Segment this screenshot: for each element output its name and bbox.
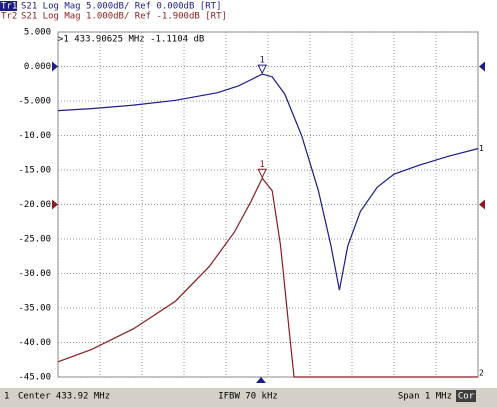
active-trace-badge [0, 1, 17, 11]
cor-label: Cor [458, 392, 475, 402]
marker-label: 1 [260, 160, 265, 170]
trace-end-label: 1 [479, 144, 484, 153]
ref-left [52, 199, 58, 210]
status-bar [0, 388, 497, 407]
ref-left [52, 61, 58, 72]
y-tick-label: -45.00 [18, 373, 51, 383]
y-tick-label: -10.00 [18, 131, 51, 141]
y-tick-label: -5.000 [18, 97, 51, 107]
marker-triangle [257, 168, 268, 179]
y-tick-label: 0.000 [24, 62, 51, 72]
trace-line [57, 177, 478, 378]
ref-right [479, 199, 485, 210]
trace-name: Tr1 [1, 2, 17, 12]
y-tick-label: -25.00 [18, 235, 51, 245]
trace-end-label: 2 [479, 369, 484, 378]
trace-description: S21 Log Mag 1.000dB/ Ref -1.900dB [RT] [21, 12, 227, 22]
y-tick-label: 5.000 [24, 28, 51, 38]
marker-triangle [257, 64, 268, 75]
y-tick-label: -40.00 [18, 338, 51, 348]
center-indicator [256, 377, 266, 383]
y-tick-label: -20.00 [18, 200, 51, 210]
trace-description: S21 Log Mag 5.000dB/ Ref 0.000dB [RT] [21, 2, 221, 12]
ref-right [479, 61, 485, 72]
cor-badge [456, 390, 476, 402]
y-tick-label: -30.00 [18, 269, 51, 279]
span: Span 1 MHz [398, 392, 452, 402]
center-frequency: Center 433.92 MHz [18, 392, 110, 402]
y-tick-label: -15.00 [18, 166, 51, 176]
y-tick-label: -35.00 [18, 304, 51, 314]
trace-name: Tr2 [1, 12, 17, 22]
marker-label: 1 [260, 56, 265, 66]
trace-line [57, 73, 479, 291]
channel-number: 1 [4, 392, 9, 402]
ifbw: IFBW 70 kHz [218, 392, 278, 402]
marker-readout: >1 433.90625 MHz -1.1104 dB [58, 35, 204, 45]
